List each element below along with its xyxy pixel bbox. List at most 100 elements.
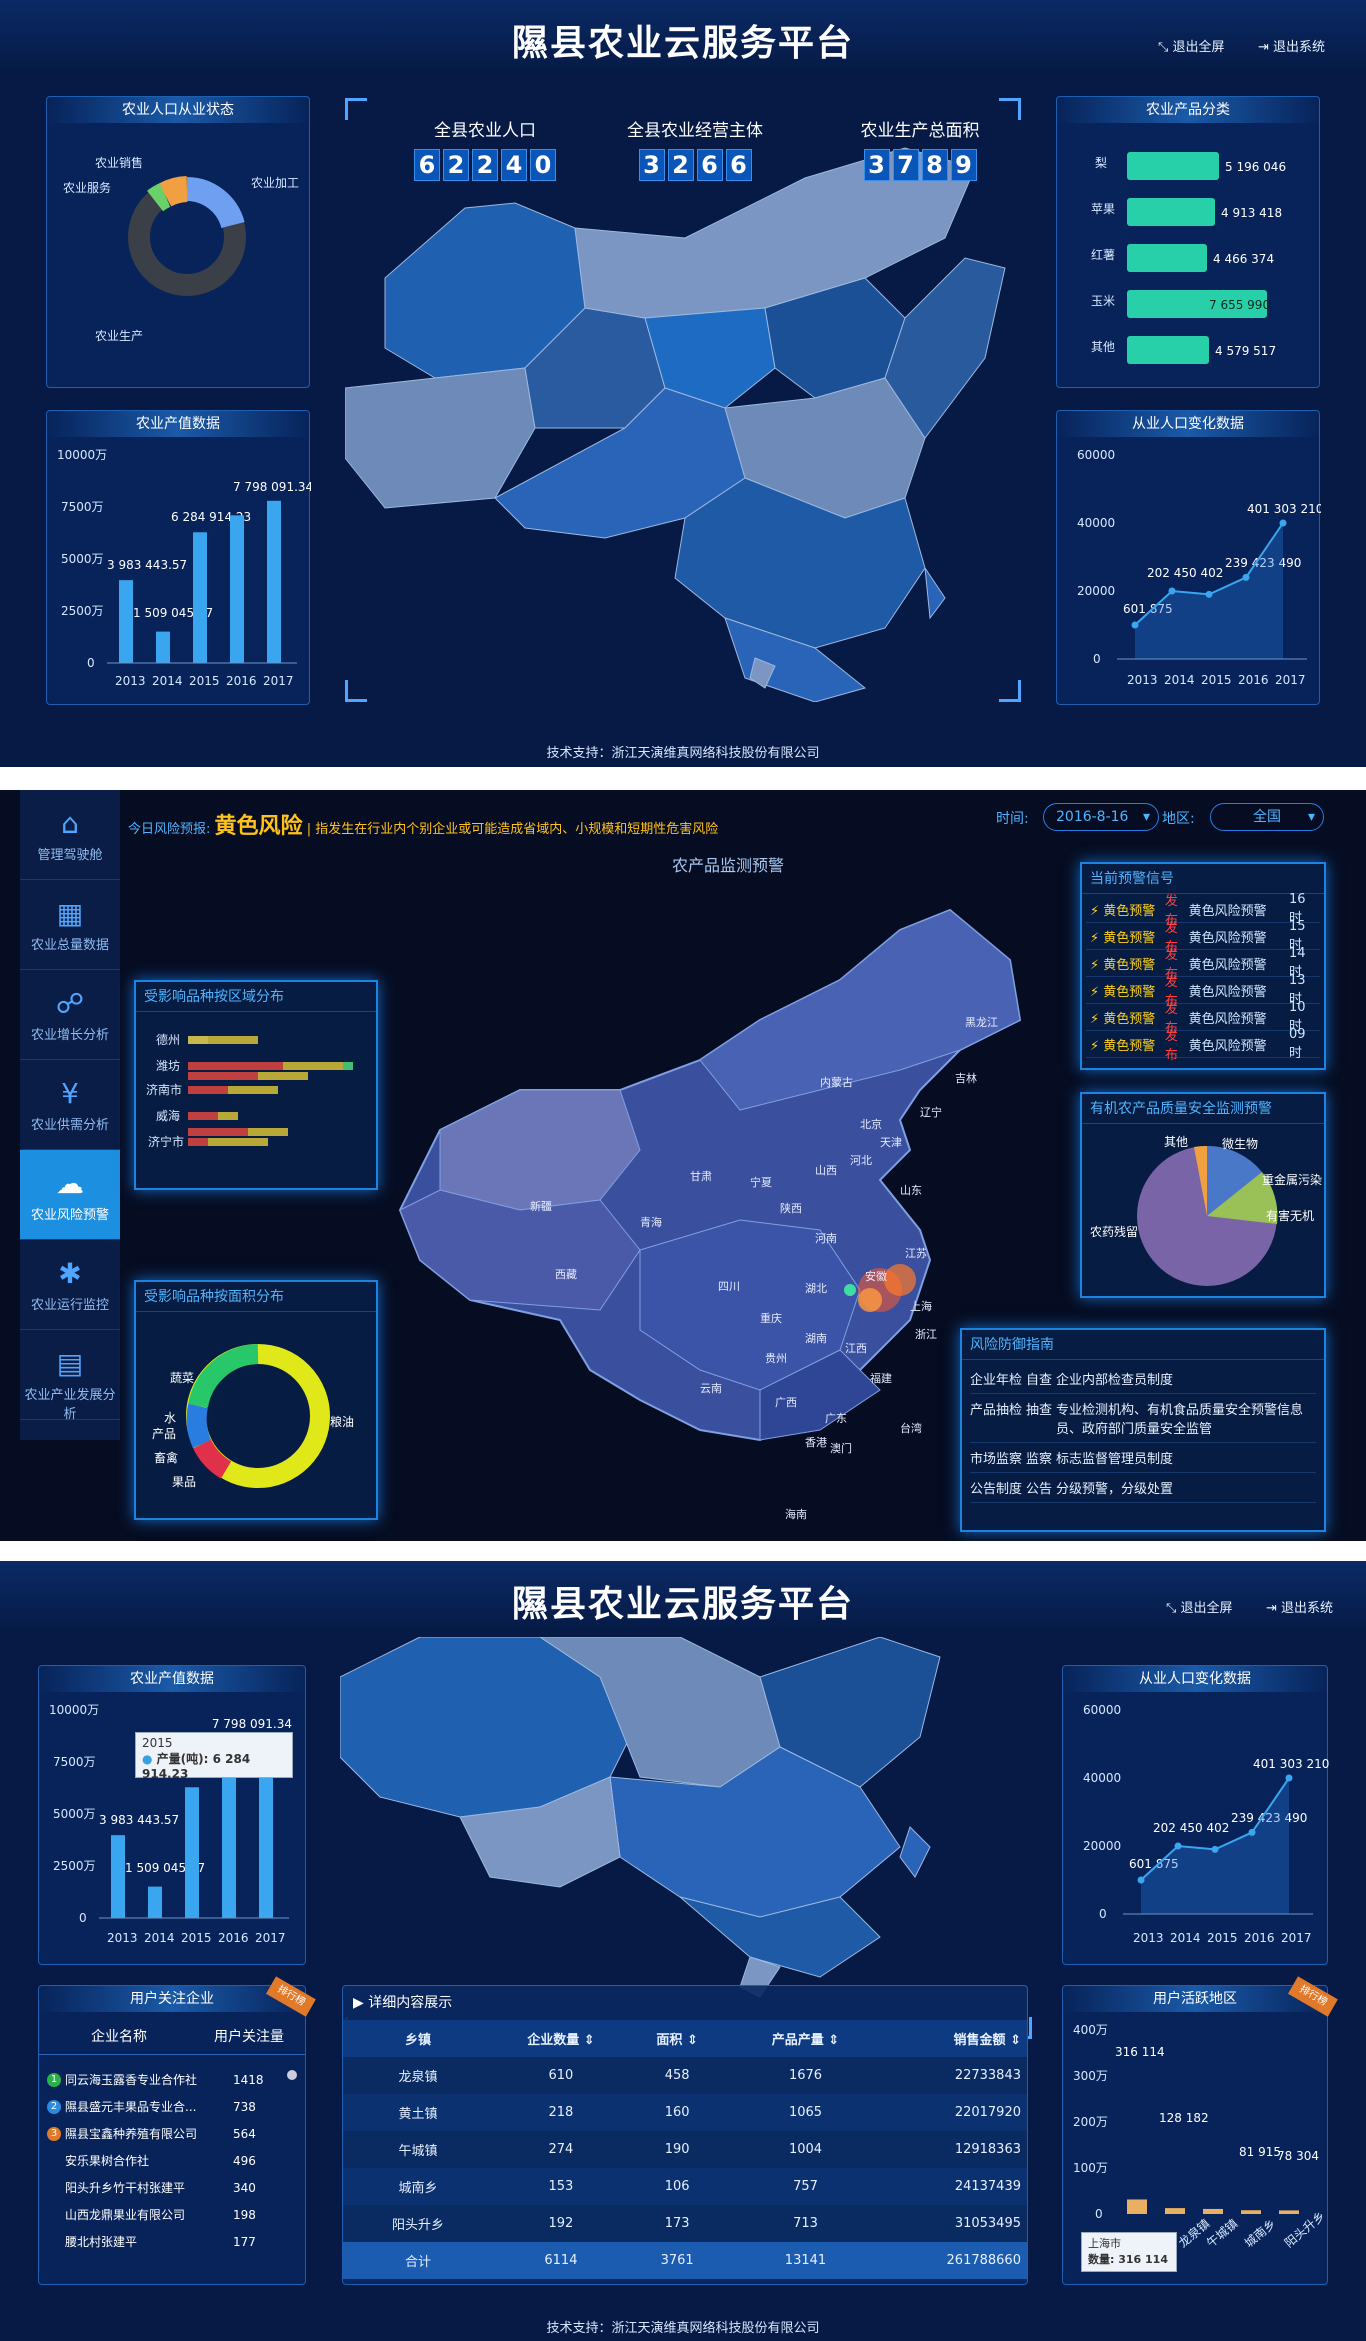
list-item[interactable]: 2 隰县盛元丰果品专业合... 738 bbox=[47, 2093, 291, 2120]
province-label: 广西 bbox=[775, 1396, 797, 1409]
bar[interactable] bbox=[259, 1755, 273, 1918]
table-row[interactable]: 午城镇 274 190 1004 12918363 bbox=[343, 2131, 1027, 2168]
sort-icon: ⇕ bbox=[583, 2033, 595, 2048]
y-tick: 60000 bbox=[1083, 1703, 1121, 1717]
province-label: 河北 bbox=[850, 1154, 872, 1167]
header-cell[interactable]: 面积 ⇕ bbox=[656, 2033, 698, 2048]
data-point[interactable] bbox=[1248, 1828, 1256, 1836]
table-header: 企业名称 用户关注量 bbox=[39, 2026, 305, 2055]
date-select[interactable]: 2016-8-16 ▾ bbox=[1043, 803, 1159, 831]
data-point[interactable] bbox=[1211, 1845, 1219, 1853]
data-point[interactable] bbox=[1137, 1876, 1145, 1884]
bar[interactable] bbox=[267, 500, 281, 663]
list-item[interactable]: 1 同云海玉露香专业合作社 1418 bbox=[47, 2066, 291, 2093]
bar[interactable] bbox=[193, 532, 207, 663]
warning-row[interactable]: ⚡ 黄色预警 发布 黄色风险预警 13时 bbox=[1086, 973, 1320, 1009]
logout-button[interactable]: ⇥ 退出系统 bbox=[1266, 1601, 1334, 1616]
y-tick: 60000 bbox=[1077, 448, 1115, 462]
warning-row[interactable]: ⚡ 黄色预警 发布 黄色风险预警 16时 bbox=[1086, 892, 1320, 928]
table-row[interactable]: 龙泉镇 610 458 1676 22733843 bbox=[343, 2057, 1027, 2094]
data-point[interactable] bbox=[1131, 621, 1139, 629]
bar[interactable] bbox=[185, 1787, 199, 1918]
follow-count: 177 bbox=[233, 2234, 256, 2249]
company-name: 山西龙鼎果业有限公司 bbox=[65, 2208, 186, 2222]
table-cell: 192 bbox=[548, 2216, 574, 2231]
data-point[interactable] bbox=[1205, 590, 1213, 598]
table-row[interactable]: 黄土镇 218 160 1065 22017920 bbox=[343, 2094, 1027, 2131]
header-cell[interactable]: 产品产量 ⇕ bbox=[771, 2033, 840, 2048]
bar[interactable] bbox=[1127, 2199, 1147, 2214]
header-cell[interactable]: 乡镇 bbox=[405, 2033, 432, 2048]
bar[interactable] bbox=[1165, 2208, 1185, 2214]
monitoring-map[interactable] bbox=[0, 790, 1366, 1541]
warning-level: ⚡ 黄色预警 bbox=[1090, 1038, 1156, 1054]
panel-title: 从业人口变化数据 bbox=[1063, 1666, 1327, 1692]
bar[interactable] bbox=[148, 1886, 162, 1918]
table-row[interactable]: 城南乡 153 106 757 24137439 bbox=[343, 2168, 1027, 2205]
bar[interactable] bbox=[1203, 2208, 1223, 2214]
rank-badge bbox=[47, 2181, 61, 2195]
y-tick: 0 bbox=[1099, 1907, 1107, 1921]
y-tick: 7500万 bbox=[61, 500, 104, 514]
list-item[interactable]: 阳头升乡竹干村张建平 340 bbox=[47, 2174, 291, 2201]
nav-item-monitor[interactable]: ✱ 农业运行监控 bbox=[20, 1240, 120, 1330]
tooltip-region: 上海市 bbox=[1088, 2237, 1121, 2250]
table-row[interactable]: 阳头升乡 192 173 713 31053495 bbox=[343, 2205, 1027, 2242]
nav-item-total-data[interactable]: ▦ 农业总量数据 bbox=[20, 880, 120, 970]
table-cell: 12918363 bbox=[954, 2142, 1021, 2157]
list-item[interactable]: 3 隰县宝鑫种养殖有限公司 564 bbox=[47, 2120, 291, 2147]
x-tick: 2013 bbox=[1133, 1931, 1164, 1945]
scrollbar-thumb[interactable] bbox=[287, 2070, 297, 2080]
warning-row[interactable]: ⚡ 黄色预警 发布 黄色风险预警 14时 bbox=[1086, 946, 1320, 982]
bar bbox=[1127, 152, 1219, 180]
exit-fullscreen-button[interactable]: ⤡ 退出全屏 bbox=[1166, 1601, 1233, 1616]
data-point[interactable] bbox=[1168, 587, 1176, 595]
logout-button[interactable]: ⇥ 退出系统 bbox=[1258, 40, 1326, 55]
bar-value-label: 5 196 046 bbox=[1225, 160, 1286, 174]
list-item[interactable]: 安乐果树合作社 496 bbox=[47, 2147, 291, 2174]
province-label: 江苏 bbox=[905, 1247, 927, 1260]
province-label: 浙江 bbox=[915, 1328, 937, 1341]
category-label: 红薯 bbox=[1091, 247, 1115, 262]
exit-fullscreen-button[interactable]: ⤡ 退出全屏 bbox=[1158, 40, 1225, 55]
table-cell: 22017920 bbox=[954, 2105, 1021, 2120]
nav-item-industry[interactable]: ▤ 农业产业发展分析 bbox=[20, 1330, 120, 1422]
header-cell[interactable]: 销售金额 ⇕ bbox=[953, 2033, 1021, 2048]
y-tick: 5000万 bbox=[53, 1807, 96, 1821]
nav-item-supply[interactable]: ¥ 农业供需分析 bbox=[20, 1060, 120, 1150]
data-point[interactable] bbox=[1279, 519, 1287, 527]
list-item[interactable]: 腰北村张建平 177 bbox=[47, 2228, 291, 2255]
table-cell: 24137439 bbox=[954, 2179, 1021, 2194]
china-map[interactable] bbox=[345, 98, 1021, 702]
warning-row[interactable]: ⚡ 黄色预警 发布 黄色风险预警 10时 bbox=[1086, 1000, 1320, 1036]
china-map[interactable] bbox=[340, 1637, 980, 2037]
y-tick: 400万 bbox=[1073, 2023, 1108, 2037]
panel-title: 用户活跃地区 bbox=[1063, 1986, 1327, 2012]
bar[interactable] bbox=[1279, 2210, 1299, 2214]
bar[interactable] bbox=[230, 515, 244, 663]
bar[interactable] bbox=[119, 580, 133, 663]
warning-level: ⚡ 黄色预警 bbox=[1090, 930, 1156, 946]
bar[interactable] bbox=[222, 1770, 236, 1918]
bar[interactable] bbox=[1241, 2210, 1261, 2214]
data-point[interactable] bbox=[1285, 1774, 1293, 1782]
data-point[interactable] bbox=[1174, 1842, 1182, 1850]
table-cell: 153 bbox=[548, 2179, 574, 2194]
publish-tag: 发布 bbox=[1164, 948, 1178, 982]
area-select[interactable]: 全国 ▾ bbox=[1210, 803, 1324, 831]
data-point[interactable] bbox=[1242, 573, 1250, 581]
nav-item-growth[interactable]: ☍ 农业增长分析 bbox=[20, 970, 120, 1060]
nav-item-risk[interactable]: ☁ 农业风险预警 bbox=[20, 1150, 120, 1240]
header-cell[interactable]: 企业数量 ⇕ bbox=[527, 2033, 595, 2048]
area-distribution-panel: 受影响品种按面积分布 蔬菜 水 产品 畜禽 果品 粮油 bbox=[134, 1280, 378, 1520]
nav-item-cockpit[interactable]: ⌂ 管理驾驶舱 bbox=[20, 790, 120, 880]
bar[interactable] bbox=[156, 631, 170, 663]
warning-row[interactable]: ⚡ 黄色预警 发布 黄色风险预警 15时 bbox=[1086, 919, 1320, 955]
nav-label: 农业总量数据 bbox=[30, 938, 109, 953]
bar-value-label: 7 798 091.34 bbox=[233, 480, 311, 494]
bar[interactable] bbox=[111, 1835, 125, 1918]
corner-bracket bbox=[345, 680, 367, 702]
warning-row[interactable]: ⚡ 黄色预警 发布 黄色风险预警 09时 bbox=[1086, 1027, 1320, 1063]
list-item[interactable]: 山西龙鼎果业有限公司 198 bbox=[47, 2201, 291, 2228]
table-cell: 22733843 bbox=[954, 2068, 1021, 2083]
